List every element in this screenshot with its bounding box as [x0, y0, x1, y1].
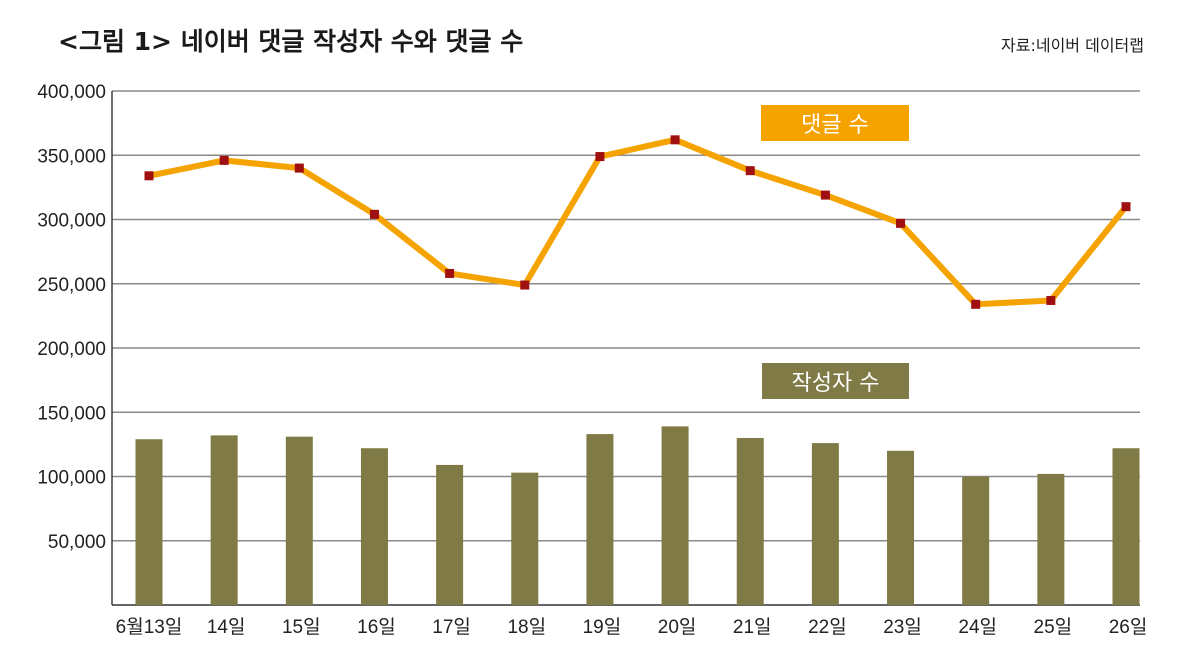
bar [811, 443, 839, 605]
x-axis-ticks: 6월13일 14일 15일 16일 17일 18일 19일 20일 21일 22일 23일 24일 25… [116, 616, 1148, 638]
x-tick-label: 6월13일 [116, 616, 183, 638]
bar [661, 426, 689, 605]
bar [736, 437, 764, 605]
y-tick-label: 200,000 [37, 339, 106, 360]
chart-title: <그림 1> 네이버 댓글 작성자 수와 댓글 수 [58, 27, 524, 56]
line-point [820, 190, 830, 200]
line-point [745, 166, 755, 176]
y-tick-label: 150,000 [37, 403, 106, 424]
bar [511, 472, 539, 605]
x-tick-label: 22일 [808, 616, 847, 638]
x-tick-label: 16일 [357, 616, 396, 638]
line-point [971, 299, 981, 309]
x-tick-label: 18일 [507, 616, 546, 638]
line-point [670, 135, 680, 145]
legend-box [761, 105, 909, 141]
line-point [369, 209, 379, 219]
bar [135, 439, 163, 605]
x-tick-label: 19일 [583, 616, 622, 638]
bar [887, 450, 915, 605]
y-tick-label: 400,000 [37, 82, 106, 103]
y-tick-label: 250,000 [37, 275, 106, 296]
bar-series [135, 426, 1140, 605]
x-tick-label: 26일 [1109, 616, 1148, 638]
line-point [445, 268, 455, 278]
x-tick-label: 21일 [733, 616, 772, 638]
bar [586, 434, 614, 605]
line-point [294, 163, 304, 173]
line-point [896, 218, 906, 228]
x-tick-label: 25일 [1034, 616, 1073, 638]
x-tick-label: 20일 [658, 616, 697, 638]
x-tick-label: 24일 [958, 616, 997, 638]
line-path [146, 136, 1129, 308]
x-tick-label: 14일 [207, 616, 246, 638]
line-point [144, 171, 154, 181]
x-tick-label: 15일 [282, 616, 321, 638]
y-tick-label: 50,000 [48, 532, 106, 553]
y-tick-label: 350,000 [37, 146, 106, 167]
line-point [595, 152, 605, 162]
bar [436, 464, 464, 605]
bar [285, 436, 313, 605]
y-tick-label: 100,000 [37, 468, 106, 489]
line-point [1121, 202, 1131, 212]
legend-label: 작성자 수 [792, 371, 880, 396]
bar [210, 435, 238, 605]
legend-label: 댓글 수 [801, 113, 869, 138]
x-tick-label: 17일 [432, 616, 471, 638]
y-tick-label: 300,000 [37, 211, 106, 232]
bar [1112, 448, 1140, 605]
y-axis-ticks: 400,000 350,000 300,000 250,000 200,000 150,0… [37, 82, 106, 553]
bar [962, 476, 990, 605]
bar [360, 448, 388, 605]
line-series [144, 135, 1131, 309]
line-point [520, 280, 530, 290]
line-point [219, 155, 229, 165]
x-tick-label: 23일 [883, 616, 922, 638]
bar [1037, 473, 1065, 605]
source-label: 자료:네이버 데이터랩 [1001, 36, 1144, 55]
legend-box [762, 363, 909, 399]
line-point [1046, 295, 1056, 305]
